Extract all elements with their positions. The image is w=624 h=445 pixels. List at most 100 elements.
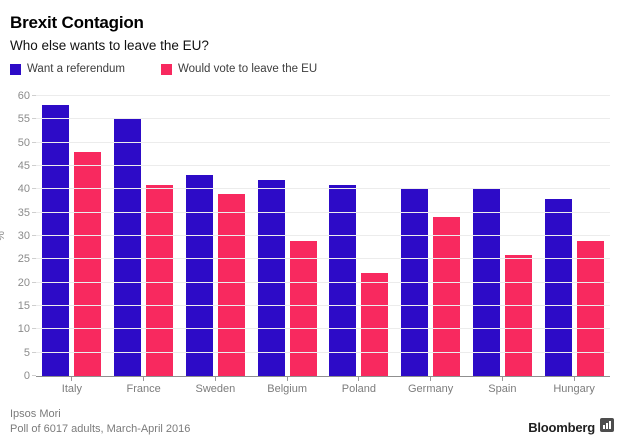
bar-france-referendum — [114, 119, 142, 376]
x-axis-label: Italy — [61, 383, 82, 395]
y-tick-20 — [32, 281, 36, 283]
x-tick-cell — [538, 377, 610, 381]
bars-layer — [36, 96, 610, 376]
bar-group-hungary — [538, 198, 610, 376]
x-tick-cell — [108, 377, 180, 381]
x-axis-label: Sweden — [195, 383, 236, 395]
legend-label: Would vote to leave the EU — [178, 63, 318, 75]
x-tick — [573, 377, 575, 381]
gridline-25 — [36, 258, 610, 260]
gridline-20 — [36, 281, 610, 283]
y-tick-30 — [32, 235, 36, 236]
y-axis-tick-label: 55 — [17, 113, 30, 126]
gridline-15 — [36, 305, 610, 306]
y-tick-60 — [32, 95, 36, 96]
chart-header: Brexit Contagion Who else wants to leave… — [0, 0, 624, 53]
bar-group-belgium — [251, 180, 323, 376]
chart-legend: Want a referendum Would vote to leave the… — [10, 63, 624, 75]
x-axis-labels: Italy France Sweden Belgium Poland Germany Spa… — [36, 383, 610, 395]
bar-hungary-leave — [576, 240, 604, 376]
gridline-30 — [36, 235, 610, 236]
x-axis-label: Hungary — [553, 383, 595, 395]
y-axis-tick-label: 50 — [17, 136, 30, 149]
x-tick-cell — [251, 377, 323, 381]
x-tick-cell — [323, 377, 395, 381]
bar-group-spain — [467, 189, 539, 376]
brand: Bloomberg — [528, 418, 614, 437]
x-axis-ticks — [36, 377, 610, 381]
bar-germany-leave — [433, 217, 461, 376]
bar-group-italy — [36, 105, 108, 376]
legend-swatch — [10, 63, 21, 75]
source-line-1: Ipsos Mori — [10, 408, 61, 421]
x-tick — [71, 377, 73, 381]
legend-swatch — [161, 63, 173, 75]
gridline-60 — [36, 95, 610, 96]
y-axis-tick-label: 25 — [17, 253, 30, 266]
bar-italy-leave — [74, 152, 102, 376]
y-axis-tick-labels: 0 5 10 15 20 25 30 35 40 45 50 55 60 — [0, 90, 30, 382]
bar-poland-referendum — [329, 184, 357, 376]
x-tick — [286, 377, 288, 381]
y-tick-25 — [32, 258, 36, 260]
x-axis-label: Spain — [488, 383, 517, 395]
x-tick-cell — [467, 377, 539, 381]
y-tick-55 — [32, 118, 36, 120]
gridline-40 — [36, 188, 610, 190]
y-axis-tick-label: 45 — [17, 160, 30, 172]
y-tick-0 — [32, 375, 36, 376]
bar-group-germany — [395, 189, 467, 376]
legend-item-1: Would vote to leave the EU — [161, 63, 317, 75]
x-tick — [358, 377, 360, 381]
gridline-35 — [36, 211, 610, 213]
x-tick — [501, 377, 503, 381]
bar-spain-referendum — [472, 189, 500, 376]
x-axis-label: Belgium — [267, 383, 307, 395]
x-tick — [430, 377, 432, 381]
y-axis-tick-label: 15 — [17, 300, 30, 312]
y-axis-tick-label: 60 — [17, 90, 30, 102]
y-axis-tick-label: 5 — [23, 346, 30, 359]
x-axis-label: Germany — [408, 383, 454, 395]
bar-group-sweden — [180, 175, 252, 376]
y-tick-5 — [32, 351, 36, 353]
bar-germany-referendum — [401, 189, 429, 376]
y-axis-tick-label: 40 — [17, 183, 30, 196]
y-axis-tick-label: 30 — [17, 230, 30, 242]
x-tick-cell — [36, 377, 108, 381]
y-axis-tick-label: 0 — [23, 370, 30, 382]
legend-item-0: Want a referendum — [10, 63, 125, 75]
bar-poland-leave — [361, 273, 389, 376]
source-note: Ipsos Mori Poll of 6017 adults, March-Ap… — [10, 407, 190, 437]
bloomberg-wordmark: Bloomberg — [528, 420, 595, 435]
x-tick — [214, 377, 216, 381]
x-axis-label: Poland — [341, 383, 376, 395]
gridline-50 — [36, 141, 610, 143]
y-tick-50 — [32, 141, 36, 143]
gridline-55 — [36, 118, 610, 120]
chart-footer: Ipsos Mori Poll of 6017 adults, March-Ap… — [0, 407, 624, 437]
y-tick-40 — [32, 188, 36, 190]
page-title: Brexit Contagion — [10, 13, 144, 32]
plot-area — [32, 95, 610, 377]
page-subtitle: Who else wants to leave the EU? — [10, 38, 209, 53]
bar-spain-leave — [504, 254, 532, 376]
gridline-45 — [36, 165, 610, 166]
bar-hungary-referendum — [544, 198, 572, 376]
bar-group-poland — [323, 184, 395, 376]
x-tick-cell — [395, 377, 467, 381]
x-tick-cell — [180, 377, 252, 381]
y-axis-tick-label: 20 — [17, 276, 30, 289]
x-axis-label: France — [126, 383, 161, 395]
bloomberg-chart-icon — [600, 418, 614, 437]
bar-belgium-referendum — [257, 180, 285, 376]
bar-italy-referendum — [42, 105, 70, 376]
gridline-10 — [36, 328, 610, 330]
bar-sweden-referendum — [185, 175, 213, 376]
y-tick-35 — [32, 211, 36, 213]
bar-group-france — [108, 119, 180, 376]
bar-sweden-leave — [217, 194, 245, 376]
bar-belgium-leave — [289, 240, 317, 376]
